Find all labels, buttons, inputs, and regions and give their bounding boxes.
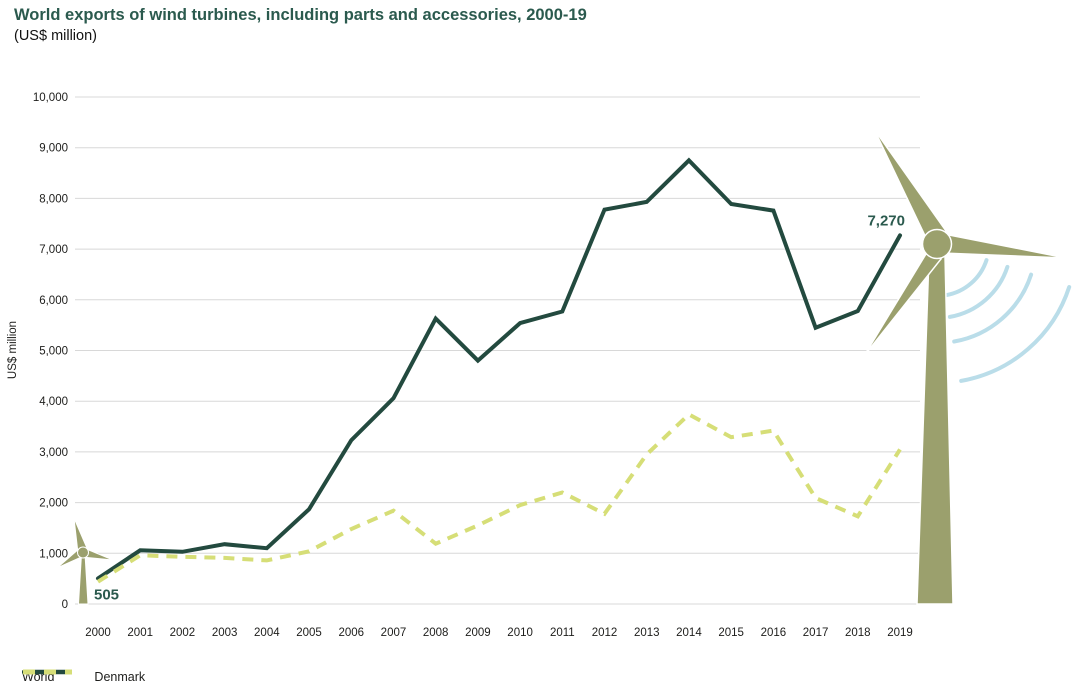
x-tick-label: 2011 xyxy=(550,627,575,639)
wind-turbine-icon-large xyxy=(863,128,1072,605)
wind-arc xyxy=(959,285,1072,383)
y-tick-label: 3,000 xyxy=(39,447,68,459)
x-axis-tick-labels: 2000 2001 2002 2003 2004 2005 2006 2007 2008 2009… xyxy=(85,627,913,639)
y-axis-tick-labels: 0 1,000 2,000 3,000 4,000 5,000 6,000 7,000 8,00… xyxy=(33,92,68,611)
wind-arc xyxy=(947,264,1010,319)
chart-subtitle: (US$ million) xyxy=(14,28,97,44)
legend: World Denmark xyxy=(22,668,145,686)
y-tick-label: 6,000 xyxy=(39,295,68,307)
wind-arc xyxy=(944,258,989,298)
x-tick-label: 2006 xyxy=(338,627,364,639)
y-tick-label: 9,000 xyxy=(39,143,68,155)
y-tick-label: 4,000 xyxy=(39,396,68,408)
wind-turbine-icon-small xyxy=(56,517,114,605)
world-series-line xyxy=(96,157,902,581)
x-tick-label: 2014 xyxy=(676,627,702,639)
x-tick-label: 2009 xyxy=(465,627,491,639)
x-tick-label: 2000 xyxy=(85,627,111,639)
x-tick-label: 2015 xyxy=(718,627,744,639)
wind-arc xyxy=(952,272,1034,344)
y-tick-label: 0 xyxy=(62,599,68,611)
x-tick-label: 2010 xyxy=(507,627,533,639)
y-axis-title: US$ million xyxy=(7,321,19,379)
gridlines xyxy=(75,96,920,605)
x-tick-label: 2002 xyxy=(170,627,196,639)
turbine-hub xyxy=(77,546,89,559)
y-tick-label: 1,000 xyxy=(39,548,68,560)
x-tick-label: 2016 xyxy=(761,627,787,639)
turbine-tower xyxy=(77,553,89,605)
x-tick-label: 2003 xyxy=(212,627,238,639)
chart-title: World exports of wind turbines, includin… xyxy=(14,6,587,24)
x-tick-label: 2008 xyxy=(423,627,449,639)
y-tick-label: 8,000 xyxy=(39,193,68,205)
x-tick-label: 2019 xyxy=(887,627,913,639)
y-tick-label: 2,000 xyxy=(39,498,68,510)
turbine-tower xyxy=(916,255,954,605)
turbine-blade xyxy=(941,233,1067,259)
legend-label-denmark: Denmark xyxy=(94,670,146,684)
y-tick-label: 5,000 xyxy=(39,346,68,358)
chart-header: World exports of wind turbines, includin… xyxy=(14,5,587,46)
y-tick-label: 10,000 xyxy=(33,92,68,104)
x-tick-label: 2004 xyxy=(254,627,280,639)
x-tick-label: 2018 xyxy=(845,627,871,639)
x-tick-label: 2017 xyxy=(803,627,829,639)
data-label: 7,270 xyxy=(867,212,905,229)
x-tick-label: 2013 xyxy=(634,627,660,639)
turbine-hub xyxy=(921,228,953,260)
denmark-series-line xyxy=(96,411,902,584)
y-tick-label: 7,000 xyxy=(39,244,68,256)
wind-arcs xyxy=(944,258,1072,383)
data-labels: 505 7,270 xyxy=(94,212,905,603)
series-lines xyxy=(96,157,902,584)
x-tick-label: 2001 xyxy=(127,627,153,639)
x-tick-label: 2012 xyxy=(592,627,618,639)
legend-item-denmark: Denmark xyxy=(23,669,146,684)
x-tick-label: 2005 xyxy=(296,627,322,639)
data-label: 505 xyxy=(94,586,119,603)
denmark-line-sample-icon xyxy=(23,669,72,675)
x-tick-label: 2007 xyxy=(381,627,407,639)
